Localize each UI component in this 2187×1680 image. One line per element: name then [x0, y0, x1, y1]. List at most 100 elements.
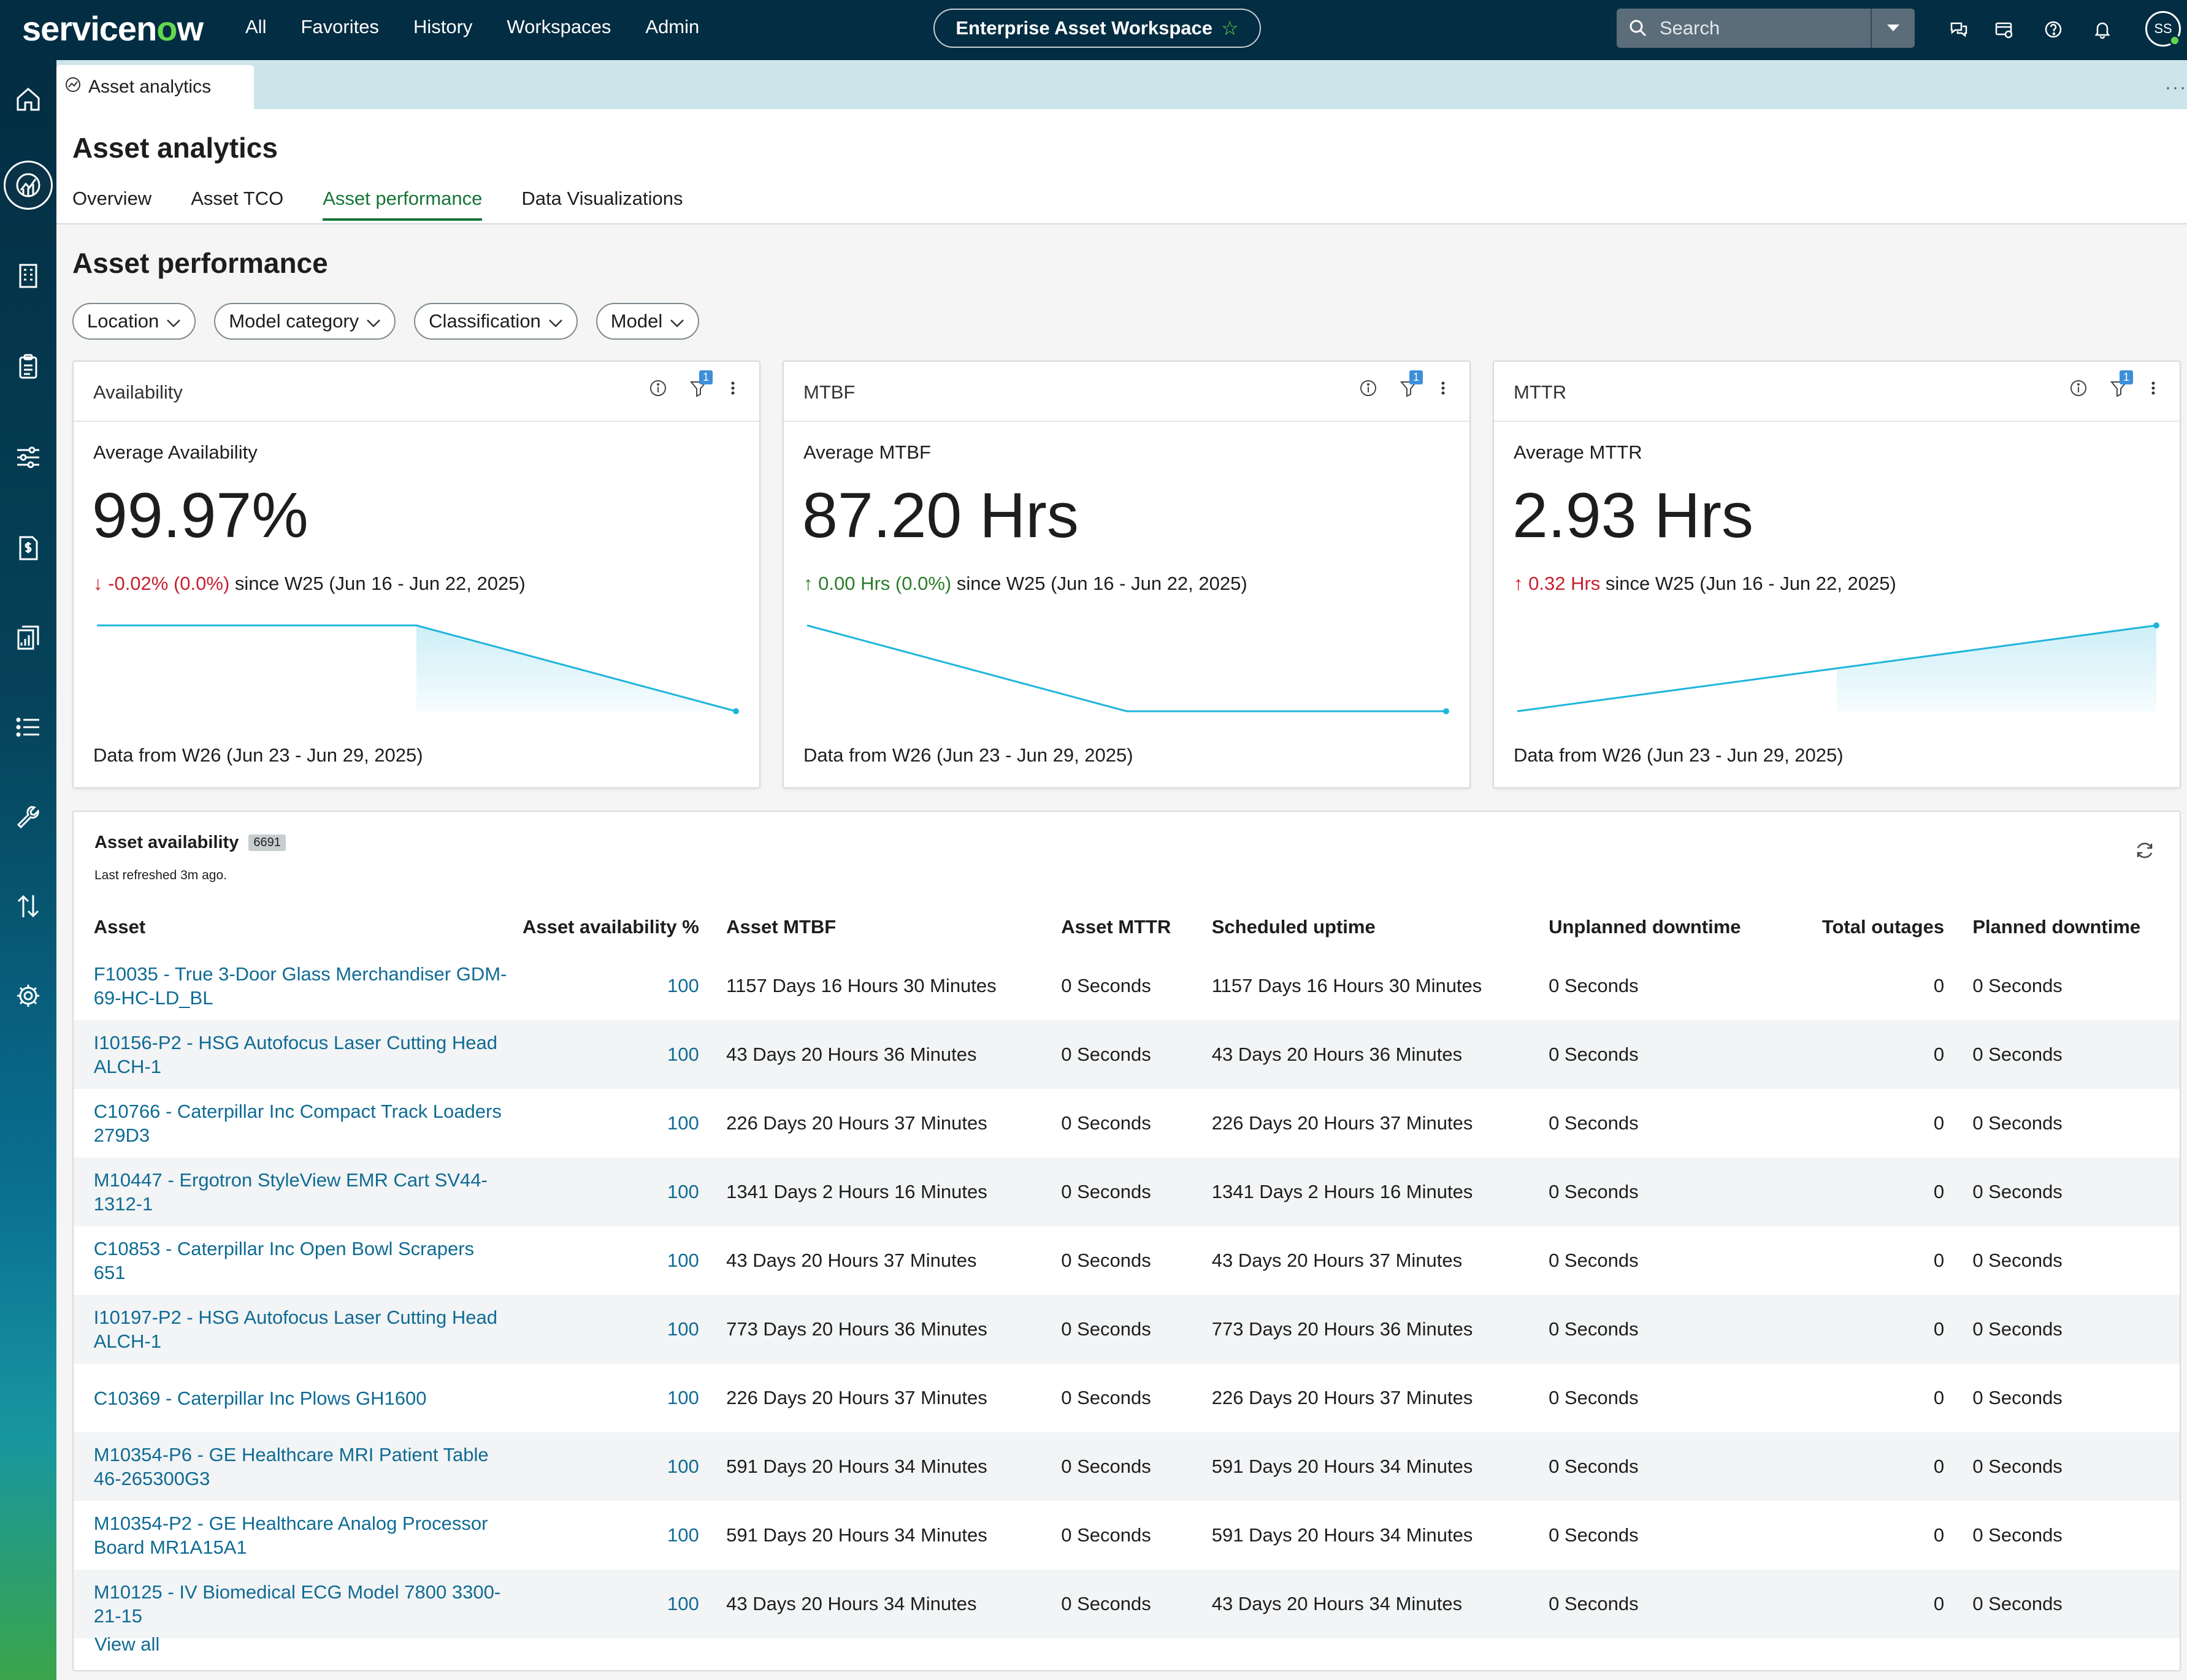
column-header[interactable]: Total outages [1821, 916, 1945, 937]
view-all-link[interactable]: View all [94, 1633, 160, 1655]
search-input[interactable] [1660, 17, 1862, 39]
invoice-icon[interactable] [10, 530, 47, 567]
filter-model-category[interactable]: Model category [214, 303, 396, 340]
filter-model[interactable]: Model [596, 303, 700, 340]
tab-asset-performance[interactable]: Asset performance [323, 188, 483, 221]
mtbf-cell: 591 Days 20 Hours 34 Minutes [726, 1456, 987, 1477]
outages-cell: 0 [1933, 1593, 1945, 1614]
more-options-icon[interactable]: ··· [2165, 77, 2187, 97]
column-header[interactable]: Asset [93, 916, 146, 937]
info-icon[interactable] [1359, 379, 1377, 400]
home-icon[interactable] [10, 81, 47, 118]
availability-link[interactable]: 100 [667, 1181, 699, 1202]
more-vertical-icon[interactable] [1440, 379, 1446, 400]
nav-all[interactable]: All [245, 16, 267, 37]
tab-data-visualizations[interactable]: Data Visualizations [521, 188, 683, 209]
building-icon[interactable] [10, 258, 47, 294]
nav-history[interactable]: History [413, 16, 473, 37]
column-header[interactable]: Asset MTTR [1061, 916, 1171, 937]
servicenow-logo[interactable]: servicenow [22, 9, 204, 48]
workspace-selector[interactable]: Enterprise Asset Workspace ☆ [933, 9, 1261, 48]
mttr-cell: 0 Seconds [1061, 1318, 1151, 1340]
more-vertical-icon[interactable] [730, 379, 736, 400]
asset-link[interactable]: F10035 - True 3-Door Glass Merchandiser … [93, 963, 507, 1009]
column-header[interactable]: Asset availability % [523, 916, 699, 937]
info-icon[interactable] [649, 379, 667, 400]
asset-link[interactable]: C10766 - Caterpillar Inc Compact Track L… [93, 1101, 502, 1146]
global-search [1617, 9, 1915, 48]
availability-link[interactable]: 100 [667, 1456, 699, 1477]
more-vertical-icon[interactable] [2150, 379, 2156, 400]
unplanned-cell: 0 Seconds [1549, 975, 1639, 996]
tickets-icon[interactable] [1992, 16, 2017, 43]
outages-cell: 0 [1933, 1318, 1945, 1340]
page-tabs: Overview Asset TCO Asset performance Dat… [72, 188, 683, 221]
search-scope-dropdown[interactable] [1871, 9, 1915, 48]
column-header[interactable]: Unplanned downtime [1549, 916, 1741, 937]
uptime-cell: 226 Days 20 Hours 37 Minutes [1211, 1387, 1473, 1408]
refresh-icon[interactable] [2134, 840, 2155, 864]
asset-link[interactable]: I10197-P2 - HSG Autofocus Laser Cutting … [93, 1307, 498, 1352]
availability-link[interactable]: 100 [667, 1387, 699, 1408]
column-header[interactable]: Scheduled uptime [1211, 916, 1376, 937]
last-refreshed: Last refreshed 3m ago. [94, 868, 227, 882]
filter-icon[interactable]: 1 [1400, 370, 1423, 400]
unplanned-cell: 0 Seconds [1549, 1318, 1639, 1340]
tab-asset-analytics[interactable]: Asset analytics [56, 65, 254, 109]
star-icon[interactable]: ☆ [1221, 17, 1239, 39]
availability-link[interactable]: 100 [667, 1318, 699, 1340]
sliders-icon[interactable] [10, 439, 47, 476]
filter-label: Location [87, 310, 159, 332]
asset-link[interactable]: C10853 - Caterpillar Inc Open Bowl Scrap… [93, 1238, 475, 1283]
list-icon[interactable] [10, 709, 47, 746]
availability-link[interactable]: 100 [667, 1250, 699, 1271]
column-header[interactable]: Planned downtime [1972, 916, 2141, 937]
settings-icon[interactable] [10, 977, 47, 1014]
asset-link[interactable]: I10156-P2 - HSG Autofocus Laser Cutting … [93, 1032, 498, 1077]
nav-workspaces[interactable]: Workspaces [507, 16, 611, 37]
planned-cell: 0 Seconds [1972, 1524, 2063, 1546]
asset-link[interactable]: C10369 - Caterpillar Inc Plows GH1600 [93, 1387, 427, 1409]
transfer-icon[interactable] [10, 888, 47, 925]
bell-icon[interactable] [2090, 16, 2115, 43]
outages-cell: 0 [1933, 1456, 1945, 1477]
info-icon[interactable] [2069, 379, 2088, 400]
tab-asset-tco[interactable]: Asset TCO [191, 188, 284, 209]
availability-link[interactable]: 100 [667, 1112, 699, 1134]
unplanned-cell: 0 Seconds [1549, 1387, 1639, 1408]
clipboard-icon[interactable] [10, 348, 47, 385]
nav-admin[interactable]: Admin [645, 16, 700, 37]
asset-link[interactable]: M10354-P2 - GE Healthcare Analog Process… [93, 1513, 488, 1558]
uptime-cell: 1341 Days 2 Hours 16 Minutes [1211, 1181, 1473, 1202]
avatar[interactable]: SS [2145, 11, 2181, 47]
metric-label: Average Availability [93, 441, 258, 463]
mtbf-cell: 773 Days 20 Hours 36 Minutes [726, 1318, 987, 1340]
help-icon[interactable] [2041, 16, 2066, 43]
availability-link[interactable]: 100 [667, 975, 699, 996]
reports-icon[interactable] [10, 619, 47, 656]
asset-link[interactable]: M10125 - IV Biomedical ECG Model 7800 33… [93, 1581, 501, 1627]
mtbf-cell: 43 Days 20 Hours 37 Minutes [726, 1250, 977, 1271]
outages-cell: 0 [1933, 1524, 1945, 1546]
chat-icon[interactable] [1947, 16, 1971, 43]
sparkline-chart [806, 624, 1449, 714]
asset-link[interactable]: M10447 - Ergotron StyleView EMR Cart SV4… [93, 1169, 488, 1215]
mtbf-cell: 226 Days 20 Hours 37 Minutes [726, 1112, 987, 1134]
analytics-icon[interactable] [4, 161, 53, 210]
filter-classification[interactable]: Classification [414, 303, 578, 340]
filter-icon[interactable]: 1 [689, 370, 713, 400]
delta-value: 0.32 Hrs [1528, 573, 1601, 594]
filter-icon[interactable]: 1 [2110, 370, 2134, 400]
filter-location[interactable]: Location [72, 303, 196, 340]
filter-bar: Location Model category Classification M… [72, 303, 700, 340]
unplanned-cell: 0 Seconds [1549, 1112, 1639, 1134]
availability-link[interactable]: 100 [667, 1044, 699, 1065]
wrench-icon[interactable] [10, 798, 47, 835]
table-row: M10354-P2 - GE Healthcare Analog Process… [74, 1501, 2180, 1570]
availability-link[interactable]: 100 [667, 1593, 699, 1614]
availability-link[interactable]: 100 [667, 1524, 699, 1546]
tab-overview[interactable]: Overview [72, 188, 152, 209]
column-header[interactable]: Asset MTBF [726, 916, 837, 937]
nav-favorites[interactable]: Favorites [301, 16, 379, 37]
asset-link[interactable]: M10354-P6 - GE Healthcare MRI Patient Ta… [93, 1444, 489, 1489]
